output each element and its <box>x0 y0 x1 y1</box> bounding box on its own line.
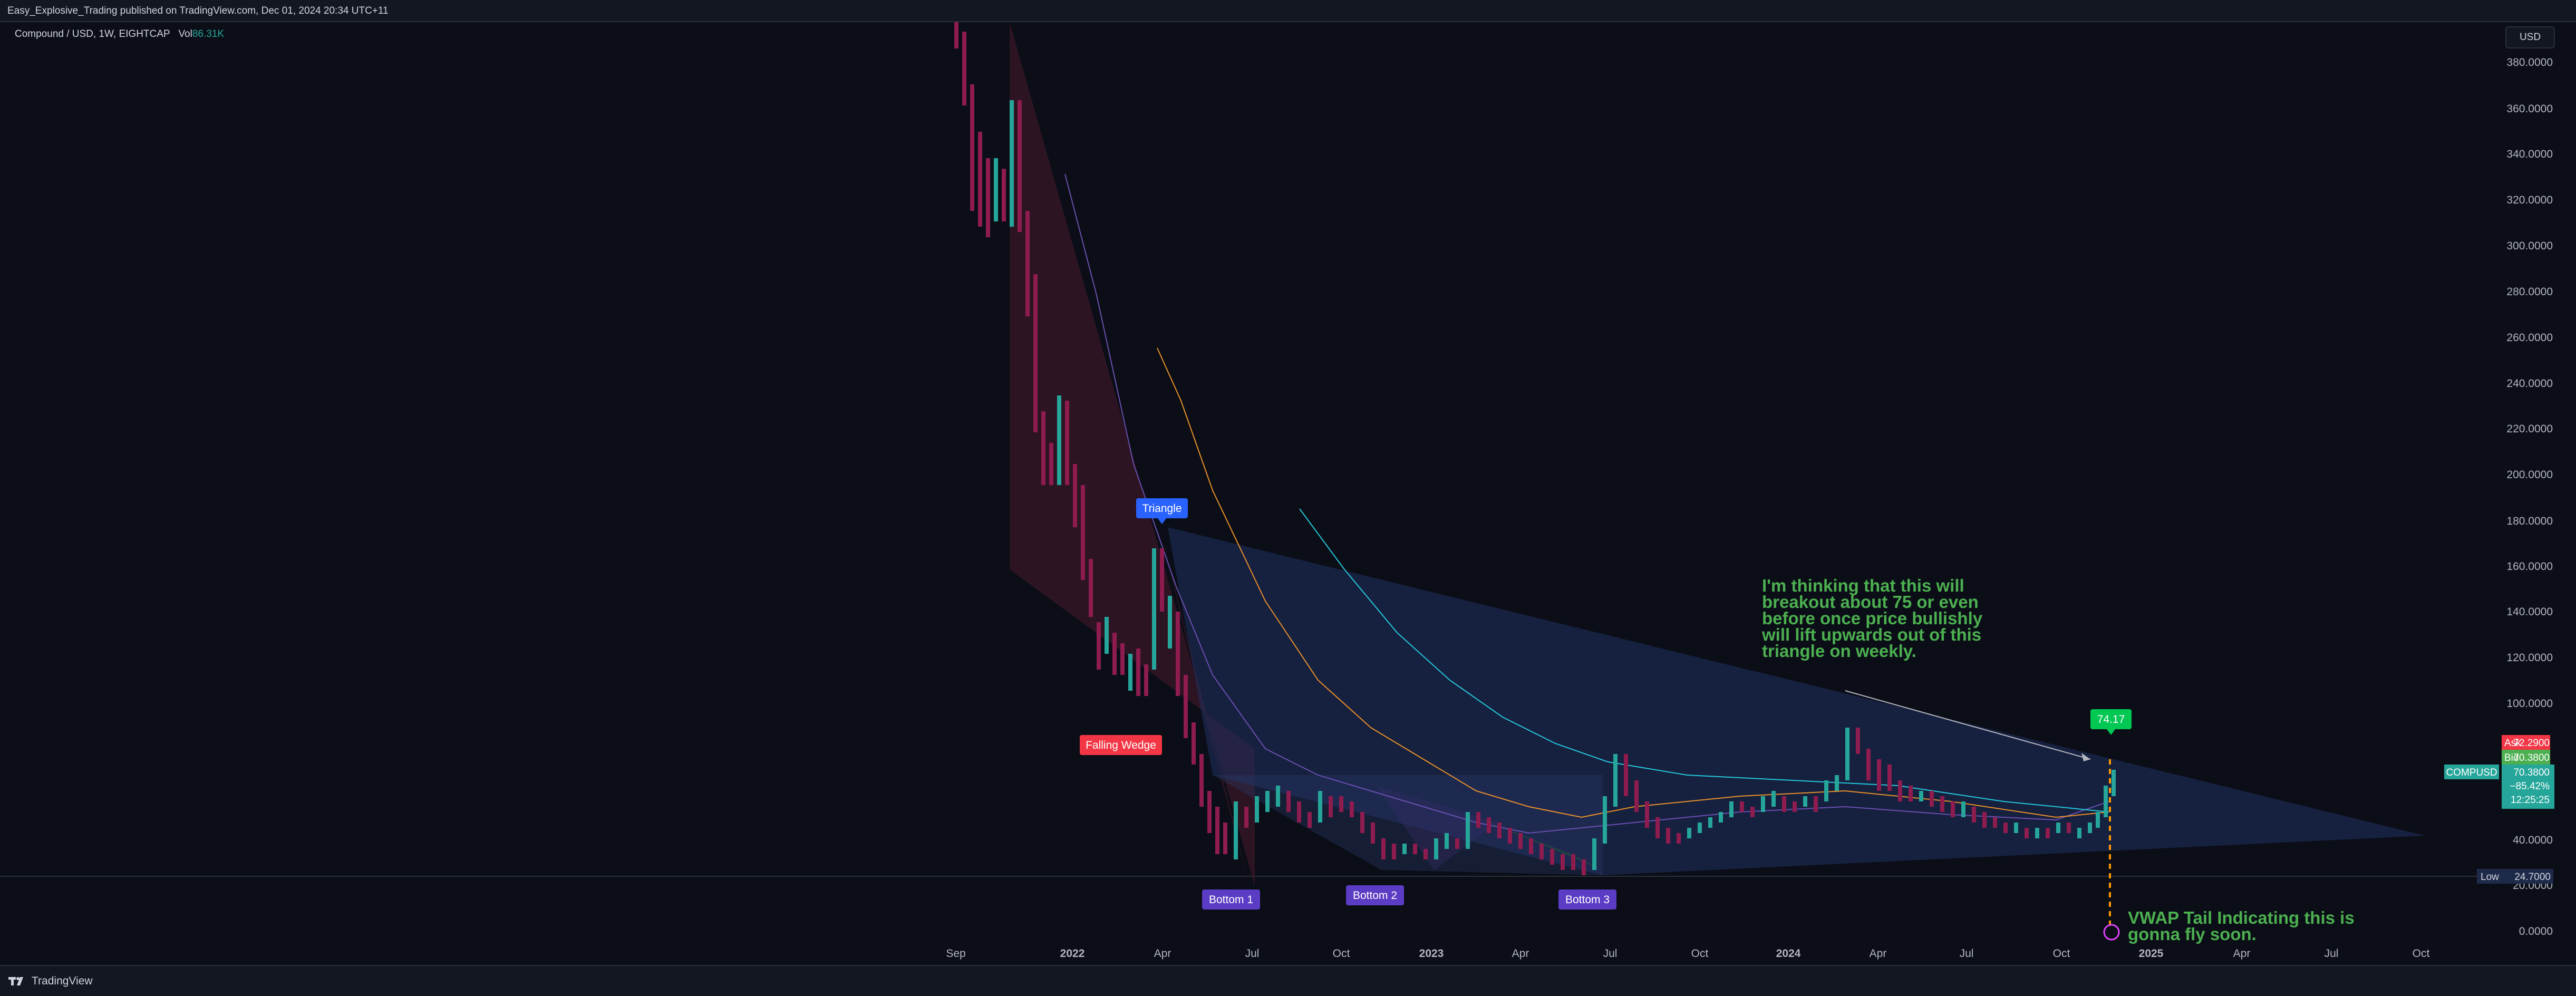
price-axis-label: 280.0000 <box>2506 286 2553 298</box>
vwap-note: VWAP Tail Indicating this is gonna fly s… <box>2128 908 2355 944</box>
label-falling-wedge-text: Falling Wedge <box>1086 739 1156 751</box>
price-axis-label: 100.0000 <box>2506 698 2553 710</box>
price-axis-label: 40.0000 <box>2513 834 2553 846</box>
vwap-circle-icon <box>2103 924 2120 941</box>
chart-canvas[interactable]: Triangle Falling Wedge Bottom 1 Bottom 2… <box>0 22 2576 965</box>
low-value: 24.7000 <box>2514 872 2551 883</box>
time-axis-label: Jul <box>2325 947 2339 960</box>
last-tag-bg <box>2502 765 2554 809</box>
time-axis-label: Apr <box>1870 947 1887 960</box>
price-tags: Ask 72.2900 Bid 70.3800 COMPUSD 70.3800 … <box>2444 735 2554 884</box>
label-bottom3-text: Bottom 3 <box>1565 894 1610 906</box>
price-axis-label: 140.0000 <box>2506 606 2553 618</box>
time-axis-label: 2025 <box>2139 947 2164 960</box>
ask-tag-bg <box>2502 735 2550 750</box>
label-bottom2[interactable]: Bottom 2 <box>1346 885 1404 905</box>
price-axis-label: 240.0000 <box>2506 378 2553 390</box>
tradingview-logo-icon <box>8 976 23 985</box>
label-bottom1[interactable]: Bottom 1 <box>1202 889 1260 910</box>
label-triangle[interactable]: Triangle <box>1136 498 1188 524</box>
time-axis[interactable]: Sep 2022 Apr Jul Oct 2023 Apr Jul Oct 2024 Apr Jul O… <box>946 947 2429 960</box>
tradingview-brand: TradingView <box>32 974 93 987</box>
bid-value: 70.3800 <box>2513 752 2550 763</box>
price-axis[interactable]: 380.0000 360.0000 340.0000 320.0000 300.0000… <box>2506 56 2553 937</box>
annotation-arrow <box>1845 690 2091 760</box>
label-target-price-text: 74.17 <box>2097 713 2125 726</box>
price-axis-label: 260.0000 <box>2506 332 2553 344</box>
time-axis-label: Oct <box>2053 947 2070 960</box>
label-target-price[interactable]: 74.17 <box>2090 709 2132 735</box>
time-axis-label: Oct <box>2413 947 2430 960</box>
vol-label: Vol <box>178 28 192 40</box>
chart-legend[interactable]: Compound / USD, 1W, EIGHTCAP Vol86.31K <box>15 28 224 40</box>
price-axis-label: 340.0000 <box>2506 148 2553 160</box>
last-value: 70.3800 <box>2513 767 2550 778</box>
symbol-label: COMPUSD <box>2446 767 2497 778</box>
candles <box>954 22 2116 875</box>
countdown-value: 12:25:25 <box>2511 795 2550 806</box>
bottom2-shape <box>1376 786 1497 870</box>
low-label: Low <box>2481 872 2499 883</box>
time-axis-label: Jul <box>1603 947 1618 960</box>
price-axis-label: 360.0000 <box>2506 103 2553 115</box>
price-axis-label: 220.0000 <box>2506 423 2553 435</box>
published-line: Easy_Explosive_Trading published on Trad… <box>7 5 389 16</box>
ma-purple-line <box>1064 173 2109 834</box>
label-bottom2-text: Bottom 2 <box>1353 889 1397 902</box>
breakout-note: I'm thinking that this will breakout abo… <box>1762 576 1983 661</box>
bid-tag-bg <box>2502 750 2550 765</box>
time-axis-label: 2023 <box>1419 947 1444 960</box>
time-axis-label: Oct <box>1333 947 1350 960</box>
price-axis-label: 160.0000 <box>2506 560 2553 573</box>
ask-label: Ask <box>2504 738 2521 749</box>
ma-cyan-line <box>1299 508 2109 813</box>
time-axis-label: Apr <box>1154 947 1171 960</box>
price-axis-label: 300.0000 <box>2506 240 2553 252</box>
bottom-bar: TradingView <box>0 965 2576 996</box>
symbol-line: Compound / USD, 1W, EIGHTCAP <box>15 28 170 40</box>
price-axis-label: 120.0000 <box>2506 652 2553 664</box>
low-tag-bg <box>2477 869 2553 884</box>
vol-value: 86.31K <box>192 28 225 40</box>
currency-button[interactable]: USD <box>2505 26 2555 49</box>
ask-value: 72.2900 <box>2513 738 2550 749</box>
time-axis-label: Sep <box>946 947 965 960</box>
falling-wedge-shape <box>1010 22 1255 886</box>
label-bottom1-text: Bottom 1 <box>1209 894 1253 906</box>
time-axis-label: Jul <box>1245 947 1260 960</box>
time-axis-label: Apr <box>1512 947 1529 960</box>
time-axis-label: Oct <box>1691 947 1709 960</box>
time-axis-label: 2024 <box>1776 947 1801 960</box>
change-value: −85.42% <box>2510 781 2550 792</box>
time-axis-label: Jul <box>1960 947 1974 960</box>
price-axis-label: 0.0000 <box>2519 925 2553 937</box>
symbol-tag-bg <box>2444 765 2499 779</box>
time-axis-label: Apr <box>2233 947 2251 960</box>
time-axis-label: 2022 <box>1060 947 1085 960</box>
annotation-arrowhead <box>2081 753 2090 761</box>
label-bottom3[interactable]: Bottom 3 <box>1558 889 1616 910</box>
bid-label: Bid <box>2504 752 2519 763</box>
price-axis-label: 320.0000 <box>2506 194 2553 206</box>
price-axis-label: 380.0000 <box>2506 56 2553 69</box>
price-axis-label: 180.0000 <box>2506 515 2553 527</box>
label-falling-wedge[interactable]: Falling Wedge <box>1080 735 1162 755</box>
published-header: Easy_Explosive_Trading published on Trad… <box>0 0 2576 22</box>
tradingview-logo[interactable]: TradingView <box>8 975 93 988</box>
price-axis-label: 200.0000 <box>2506 469 2553 481</box>
chart-area[interactable]: Triangle Falling Wedge Bottom 1 Bottom 2… <box>0 22 2576 965</box>
label-triangle-text: Triangle <box>1142 502 1182 515</box>
